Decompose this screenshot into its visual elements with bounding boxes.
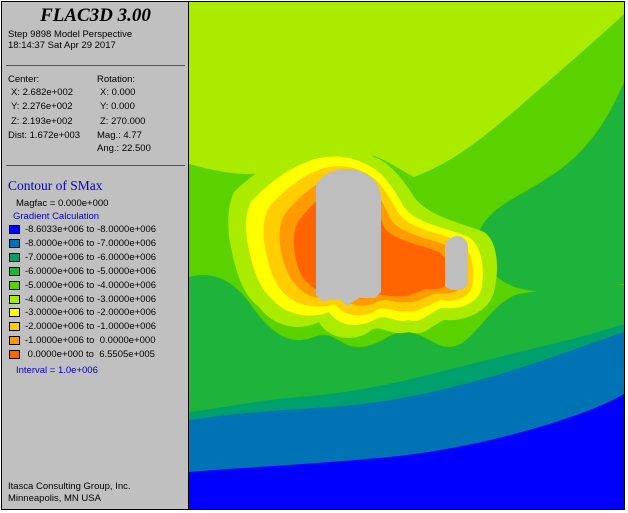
large-excavation (316, 169, 381, 306)
band-bottom-deep-blue (189, 394, 624, 509)
distance: Dist: 1.672e+003 (8, 130, 81, 141)
legend-swatch (9, 336, 20, 346)
legend-swatch (9, 266, 20, 276)
legend-label: -8.6033e+006 to -8.0000e+006 (25, 224, 157, 235)
legend-label: -4.0000e+006 to -3.0000e+006 (25, 293, 157, 305)
legend-swatch (9, 280, 20, 290)
center-label: Center: (8, 74, 40, 85)
company-location: Minneapolis, MN USA (8, 493, 101, 504)
legend-swatch (9, 252, 20, 262)
legend-swatch (9, 350, 20, 360)
gradient-calculation: Gradient Calculation (13, 211, 100, 222)
legend-label: -2.0000e+006 to -1.0000e+006 (25, 321, 157, 333)
magnification: Mag.: 4.77 (97, 130, 142, 141)
rotation-label: Rotation: (97, 74, 136, 85)
step-line: Step 9898 Model Perspective (8, 29, 133, 40)
rotation-x: X: 0.000 (100, 87, 136, 98)
center-z: Z: 2.193e+002 (11, 116, 73, 127)
app-title: FLAC3D 3.00 (40, 5, 151, 26)
interval: Interval = 1.0e+006 (16, 365, 98, 376)
contour-title: Contour of SMax (8, 178, 103, 193)
legend-label: -5.0000e+006 to -4.0000e+006 (25, 279, 157, 291)
legend-label: -8.0000e+006 to -7.0000e+006 (25, 237, 157, 249)
legend-label: 0.0000e+000 to 6.5505e+005 (25, 349, 155, 361)
legend-swatch (9, 308, 20, 318)
center-y: Y: 2.276e+002 (11, 101, 73, 112)
contour-plot-svg (189, 2, 624, 509)
divider (6, 165, 185, 166)
rotation-y: Y: 0.000 (100, 101, 135, 112)
divider (6, 65, 185, 66)
legend-label: -7.0000e+006 to -6.0000e+006 (25, 251, 157, 263)
center-x: X: 2.682e+002 (11, 87, 74, 98)
info-panel: FLAC3D 3.00 Step 9898 Model Perspective … (2, 2, 189, 509)
band-upper-yellowgreen (189, 2, 624, 177)
rotation-z: Z: 270.000 (100, 116, 146, 127)
legend-swatch (9, 238, 20, 248)
legend-swatch (9, 225, 20, 234)
company-name: Itasca Consulting Group, Inc. (8, 481, 131, 492)
magfac: Magfac = 0.000e+000 (16, 198, 109, 209)
legend-label: -1.0000e+006 to 0.0000e+000 (25, 335, 156, 347)
contour-plot[interactable] (189, 2, 624, 509)
legend-label: -3.0000e+006 to -2.0000e+006 (25, 307, 157, 319)
legend-label: -6.0000e+006 to -5.0000e+006 (25, 265, 157, 277)
small-excavation (445, 236, 468, 290)
band-right-green (478, 82, 624, 292)
angle: Ang.: 22.500 (97, 143, 151, 154)
legend-swatch (9, 294, 20, 304)
timestamp: 18:14:37 Sat Apr 29 2017 (8, 40, 116, 51)
legend-swatch (9, 322, 20, 332)
